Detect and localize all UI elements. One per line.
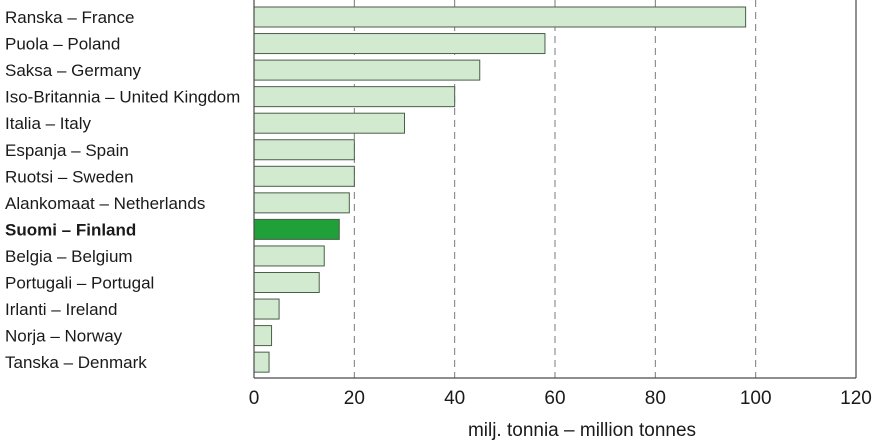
category-label: Saksa – Germany xyxy=(5,61,142,80)
bar xyxy=(253,351,270,373)
bar xyxy=(253,192,350,214)
category-label: Irlanti – Ireland xyxy=(5,300,117,319)
x-tick-label: 60 xyxy=(544,388,565,409)
category-label: Alankomaat – Netherlands xyxy=(5,194,205,213)
category-label: Iso-Britannia – United Kingdom xyxy=(5,88,240,107)
bar xyxy=(253,86,456,108)
category-label: Belgia – Belgium xyxy=(5,247,133,266)
bar xyxy=(253,165,355,187)
bar xyxy=(253,6,747,28)
bar xyxy=(253,112,405,134)
category-label: Puola – Poland xyxy=(5,35,120,54)
category-label: Norja – Norway xyxy=(5,327,123,346)
bar xyxy=(253,245,325,267)
x-tick-label: 100 xyxy=(740,388,772,409)
x-tick-label: 120 xyxy=(840,388,872,409)
category-label: Espanja – Spain xyxy=(5,141,129,160)
grid-lines xyxy=(353,0,757,378)
category-label: Portugali – Portugal xyxy=(5,274,154,293)
tick-labels: 0 20 40 60 80 100 120 xyxy=(249,388,872,409)
category-label: Ranska – France xyxy=(5,8,134,27)
x-tick-label: 80 xyxy=(645,388,666,409)
category-label: Ruotsi – Sweden xyxy=(5,167,134,186)
x-tick-label: 20 xyxy=(344,388,365,409)
category-label: Tanska – Denmark xyxy=(5,353,147,372)
x-tick-label: 40 xyxy=(444,388,465,409)
bars xyxy=(253,6,747,373)
bar xyxy=(253,33,546,55)
category-label: Suomi – Finland xyxy=(5,220,136,239)
x-tick-label: 0 xyxy=(249,388,260,409)
bar xyxy=(253,218,340,240)
category-label: Italia – Italy xyxy=(5,114,91,133)
bar xyxy=(253,139,355,161)
x-axis-label: milj. tonnia – million tonnes xyxy=(468,420,696,441)
bar xyxy=(253,298,280,320)
category-labels: Ranska – France Puola – Poland Saksa – Ger… xyxy=(5,8,240,372)
bar xyxy=(253,59,481,81)
axes xyxy=(253,0,857,379)
bar xyxy=(253,272,320,293)
bar xyxy=(253,325,273,347)
